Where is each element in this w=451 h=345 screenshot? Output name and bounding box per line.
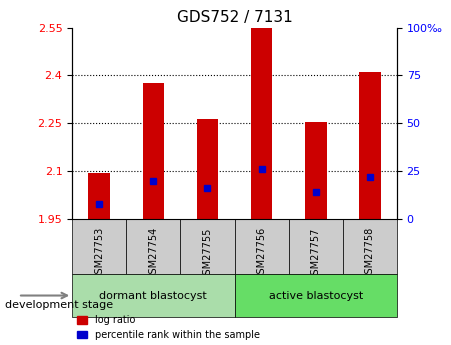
Text: GSM27758: GSM27758 <box>365 227 375 280</box>
Text: development stage: development stage <box>5 300 113 310</box>
Legend: log ratio, percentile rank within the sample: log ratio, percentile rank within the sa… <box>77 315 259 340</box>
Text: GSM27753: GSM27753 <box>94 227 104 280</box>
Bar <box>305 122 327 219</box>
FancyBboxPatch shape <box>289 219 343 274</box>
Bar <box>251 28 272 219</box>
Title: GDS752 / 7131: GDS752 / 7131 <box>177 10 292 25</box>
FancyBboxPatch shape <box>343 219 397 274</box>
Text: dormant blastocyst: dormant blastocyst <box>100 290 207 300</box>
Bar <box>88 173 110 219</box>
FancyBboxPatch shape <box>72 274 235 317</box>
Bar <box>197 118 218 219</box>
Bar <box>143 83 164 219</box>
FancyBboxPatch shape <box>72 219 126 274</box>
FancyBboxPatch shape <box>235 274 397 317</box>
Text: GSM27756: GSM27756 <box>257 227 267 280</box>
Text: active blastocyst: active blastocyst <box>269 290 363 300</box>
Text: GSM27757: GSM27757 <box>311 227 321 280</box>
Bar <box>359 72 381 219</box>
FancyBboxPatch shape <box>235 219 289 274</box>
Text: GSM27755: GSM27755 <box>202 227 212 280</box>
Text: GSM27754: GSM27754 <box>148 227 158 280</box>
FancyBboxPatch shape <box>126 219 180 274</box>
FancyBboxPatch shape <box>180 219 235 274</box>
